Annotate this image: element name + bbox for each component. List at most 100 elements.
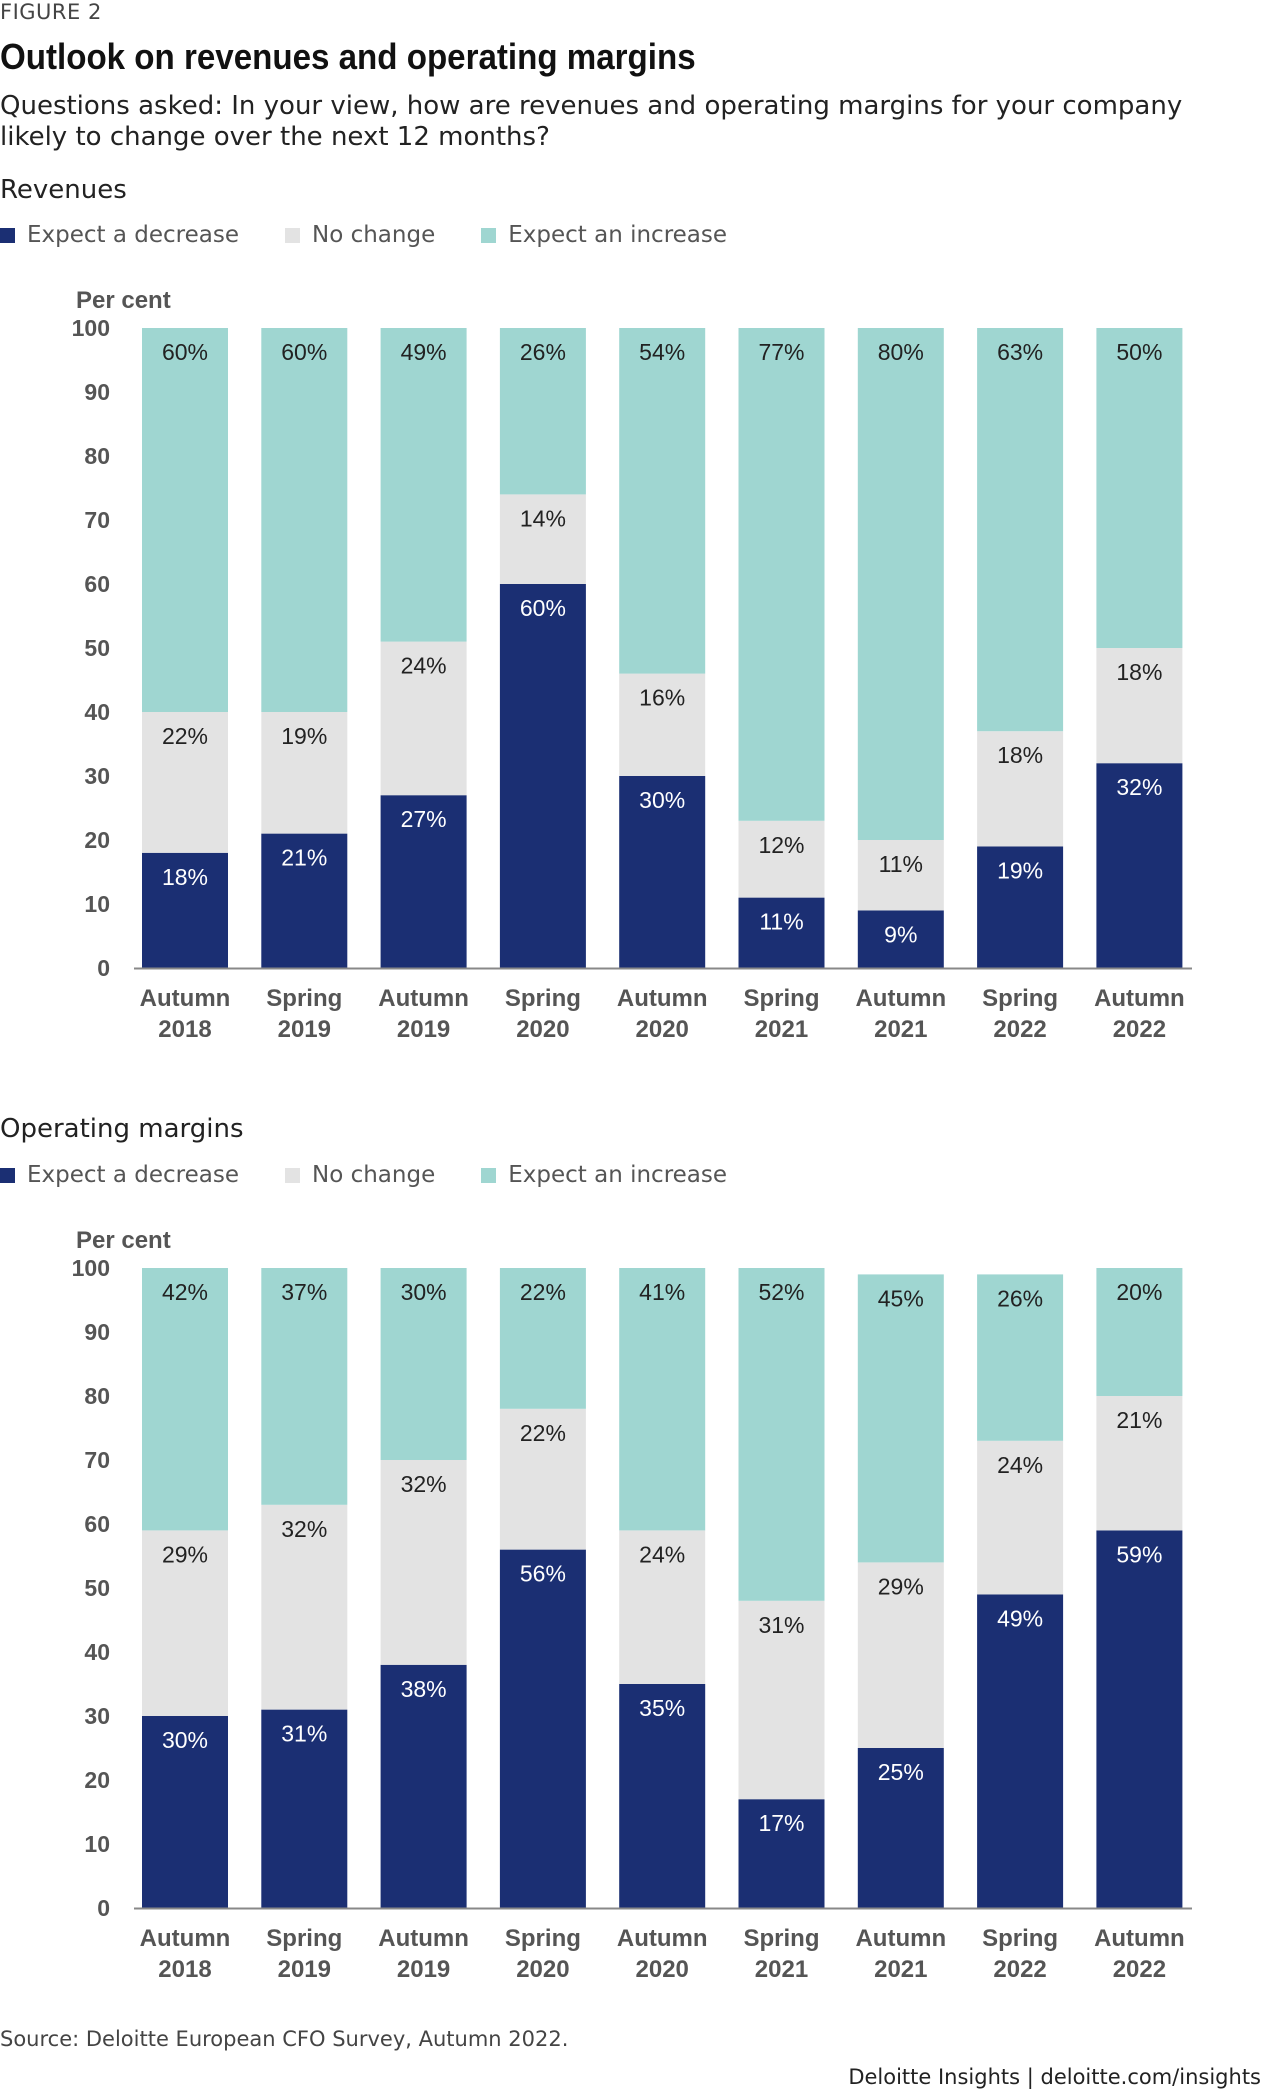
bar-segment	[261, 1268, 348, 1505]
increase-swatch	[481, 1167, 497, 1183]
bar-segment	[619, 1268, 706, 1531]
bar-segment	[261, 328, 348, 712]
x-tick-label: Autumn	[617, 1925, 708, 1952]
legend-label-decrease: Expect a decrease	[27, 1162, 239, 1188]
data-label: 29%	[162, 1541, 208, 1567]
bar-segment	[499, 494, 586, 584]
bar-segment	[738, 1268, 825, 1601]
y-tick-label: 50	[84, 635, 110, 661]
bar-segment	[857, 1274, 944, 1563]
data-label: 14%	[520, 505, 566, 531]
y-tick-label: 20	[84, 827, 110, 853]
x-tick-label: 2022	[1113, 1016, 1166, 1043]
figure-label: FIGURE 2	[0, 0, 102, 24]
bar-segment	[261, 712, 348, 834]
decrease-swatch	[0, 227, 15, 243]
bar-segment	[380, 641, 467, 796]
x-tick-label: Autumn	[617, 985, 708, 1012]
operating-margins-chart: Per cent 0 10 20 30 40 50 60 70 80 90 100 30% 29% 42% A…	[72, 1227, 1192, 1983]
data-label: 80%	[878, 339, 924, 365]
bar-segment	[977, 328, 1064, 732]
x-tick-label: Spring	[505, 985, 581, 1012]
legend-label-decrease: Expect a decrease	[27, 222, 239, 248]
source-note: Source: Deloitte European CFO Survey, Au…	[0, 2027, 569, 2051]
data-label: 30%	[401, 1279, 447, 1305]
data-label: 30%	[639, 787, 685, 813]
data-label: 60%	[281, 339, 327, 365]
legend-item-decrease: Expect a decrease	[0, 222, 239, 248]
data-label: 26%	[520, 339, 566, 365]
x-tick-label: Spring	[982, 985, 1058, 1012]
revenues-chart: Per cent 0 10 20 30 40 50 60 70 80 90 100 18% 22% 60% A…	[72, 287, 1192, 1043]
bar-segment	[977, 846, 1064, 968]
data-label: 22%	[162, 723, 208, 749]
y-tick-label: 80	[84, 443, 110, 469]
bar-segment	[619, 328, 706, 674]
bar-segment	[1096, 763, 1183, 968]
y-tick-label: 90	[84, 1319, 110, 1345]
bar-segment	[1096, 1396, 1183, 1531]
legend-item-no-change: No change	[285, 1162, 435, 1188]
bar-segment	[738, 897, 825, 968]
data-label: 49%	[401, 339, 447, 365]
data-label: 32%	[281, 1516, 327, 1542]
data-label: 35%	[639, 1695, 685, 1721]
data-label: 25%	[878, 1759, 924, 1785]
bar-segment	[977, 731, 1064, 847]
data-label: 9%	[884, 921, 917, 947]
data-label: 11%	[759, 909, 803, 935]
bar-segment	[142, 852, 228, 968]
y-tick-label: 80	[84, 1383, 110, 1409]
bar-segment	[499, 584, 586, 968]
bar-segment	[261, 1504, 348, 1710]
bar-segment	[380, 795, 467, 968]
y-tick-label: 100	[72, 1255, 110, 1281]
legend-item-no-change: No change	[285, 222, 435, 248]
x-tick-label: Autumn	[378, 1925, 469, 1952]
bar-segment	[619, 673, 706, 776]
decrease-swatch	[0, 1167, 15, 1183]
data-label: 17%	[758, 1810, 804, 1836]
y-tick-label: 0	[97, 1895, 110, 1921]
x-tick-label: Autumn	[1094, 1925, 1185, 1952]
bar-segment	[142, 712, 228, 853]
bar-segment	[857, 1562, 944, 1748]
y-tick-label: 70	[84, 1447, 110, 1473]
data-label: 32%	[401, 1471, 447, 1497]
legend-item-increase: Expect an increase	[481, 1162, 727, 1188]
y-tick-label: 30	[84, 1703, 110, 1729]
bar-segment	[1096, 1268, 1183, 1396]
data-label: 11%	[879, 851, 923, 877]
x-tick-label: 2018	[158, 1016, 211, 1043]
bar-segment	[977, 1440, 1064, 1595]
data-label: 30%	[162, 1727, 208, 1753]
data-label: 31%	[281, 1721, 327, 1747]
legend-label-no-change: No change	[312, 222, 436, 248]
data-label: 54%	[639, 339, 685, 365]
data-label: 19%	[997, 857, 1043, 883]
bar-segment	[499, 1408, 586, 1550]
y-tick-label: 100	[72, 315, 110, 341]
data-label: 42%	[162, 1279, 208, 1305]
legend-item-decrease: Expect a decrease	[0, 1162, 239, 1188]
data-label: 49%	[997, 1605, 1043, 1631]
bar-segment	[857, 910, 944, 968]
x-tick-label: 2020	[636, 1956, 689, 1983]
x-tick-label: Autumn	[140, 985, 231, 1012]
y-axis-label: Per cent	[76, 1227, 171, 1254]
data-label: 31%	[758, 1612, 804, 1638]
x-tick-label: 2021	[874, 1016, 927, 1043]
bar-segment	[380, 1460, 467, 1665]
x-tick-label: 2019	[278, 1016, 331, 1043]
revenues-chart-title: Revenues	[0, 175, 127, 205]
x-tick-label: 2018	[158, 1956, 211, 1983]
no-change-swatch	[285, 227, 300, 243]
bar-segment	[380, 1268, 467, 1460]
data-label: 22%	[520, 1279, 566, 1305]
y-tick-label: 40	[84, 1639, 110, 1665]
bar-segment	[499, 328, 586, 495]
y-tick-label: 90	[84, 379, 110, 405]
data-label: 22%	[520, 1420, 566, 1446]
page-subtitle: Questions asked: In your view, how are r…	[0, 91, 1183, 152]
data-label: 56%	[520, 1561, 566, 1587]
